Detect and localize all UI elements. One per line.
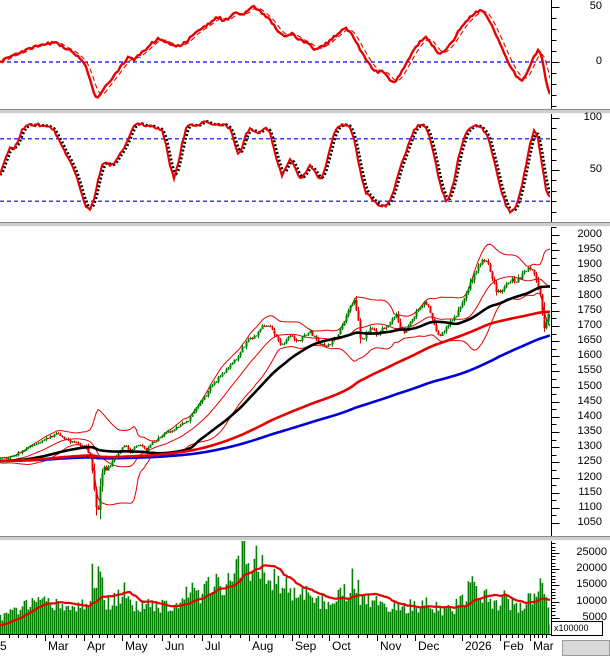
panel-divider[interactable] [0,222,610,227]
panel-divider[interactable] [0,109,610,114]
volume-scale-box: x100000 [551,621,603,636]
scrollbar-corner [562,640,610,656]
panel-divider[interactable] [0,536,610,541]
